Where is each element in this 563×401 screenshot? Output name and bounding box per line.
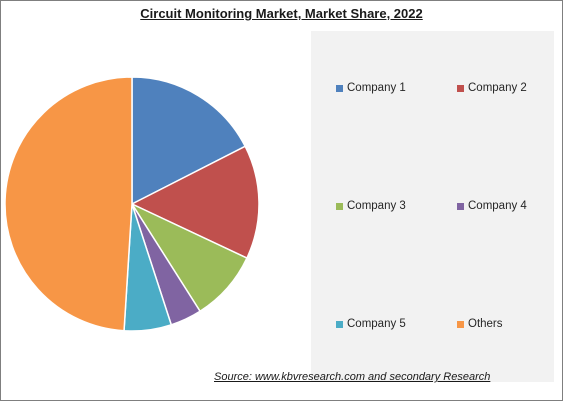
legend-swatch-others <box>457 320 464 328</box>
legend-item-company-5: Company 5 <box>336 318 406 330</box>
legend-swatch-company-5 <box>336 320 343 328</box>
legend-swatch-company-1 <box>336 84 343 92</box>
pie-slice-company-2 <box>130 145 260 260</box>
legend-swatch-company-3 <box>336 202 343 210</box>
legend-item-company-1: Company 1 <box>336 82 406 94</box>
chart-title: Circuit Monitoring Market, Market Share,… <box>140 6 423 21</box>
legend-label-company-1: Company 1 <box>347 82 406 94</box>
legend-label-company-3: Company 3 <box>347 200 406 212</box>
legend-label-company-2: Company 2 <box>468 82 527 94</box>
legend-swatch-company-4 <box>457 202 464 210</box>
pie-slice-company-1 <box>131 76 247 206</box>
legend-label-others: Others <box>468 318 503 330</box>
legend-panel: Company 1 Company 2 Company 3 Company 4 … <box>311 31 554 382</box>
pie-slice-others <box>4 76 133 332</box>
legend-item-others: Others <box>457 318 503 330</box>
legend-label-company-5: Company 5 <box>347 318 406 330</box>
legend-item-company-4: Company 4 <box>457 200 527 212</box>
legend-item-company-3: Company 3 <box>336 200 406 212</box>
legend-label-company-4: Company 4 <box>468 200 527 212</box>
source-note: Source: www.kbvresearch.com and secondar… <box>214 371 491 383</box>
legend-item-company-2: Company 2 <box>457 82 527 94</box>
legend-swatch-company-2 <box>457 84 464 92</box>
